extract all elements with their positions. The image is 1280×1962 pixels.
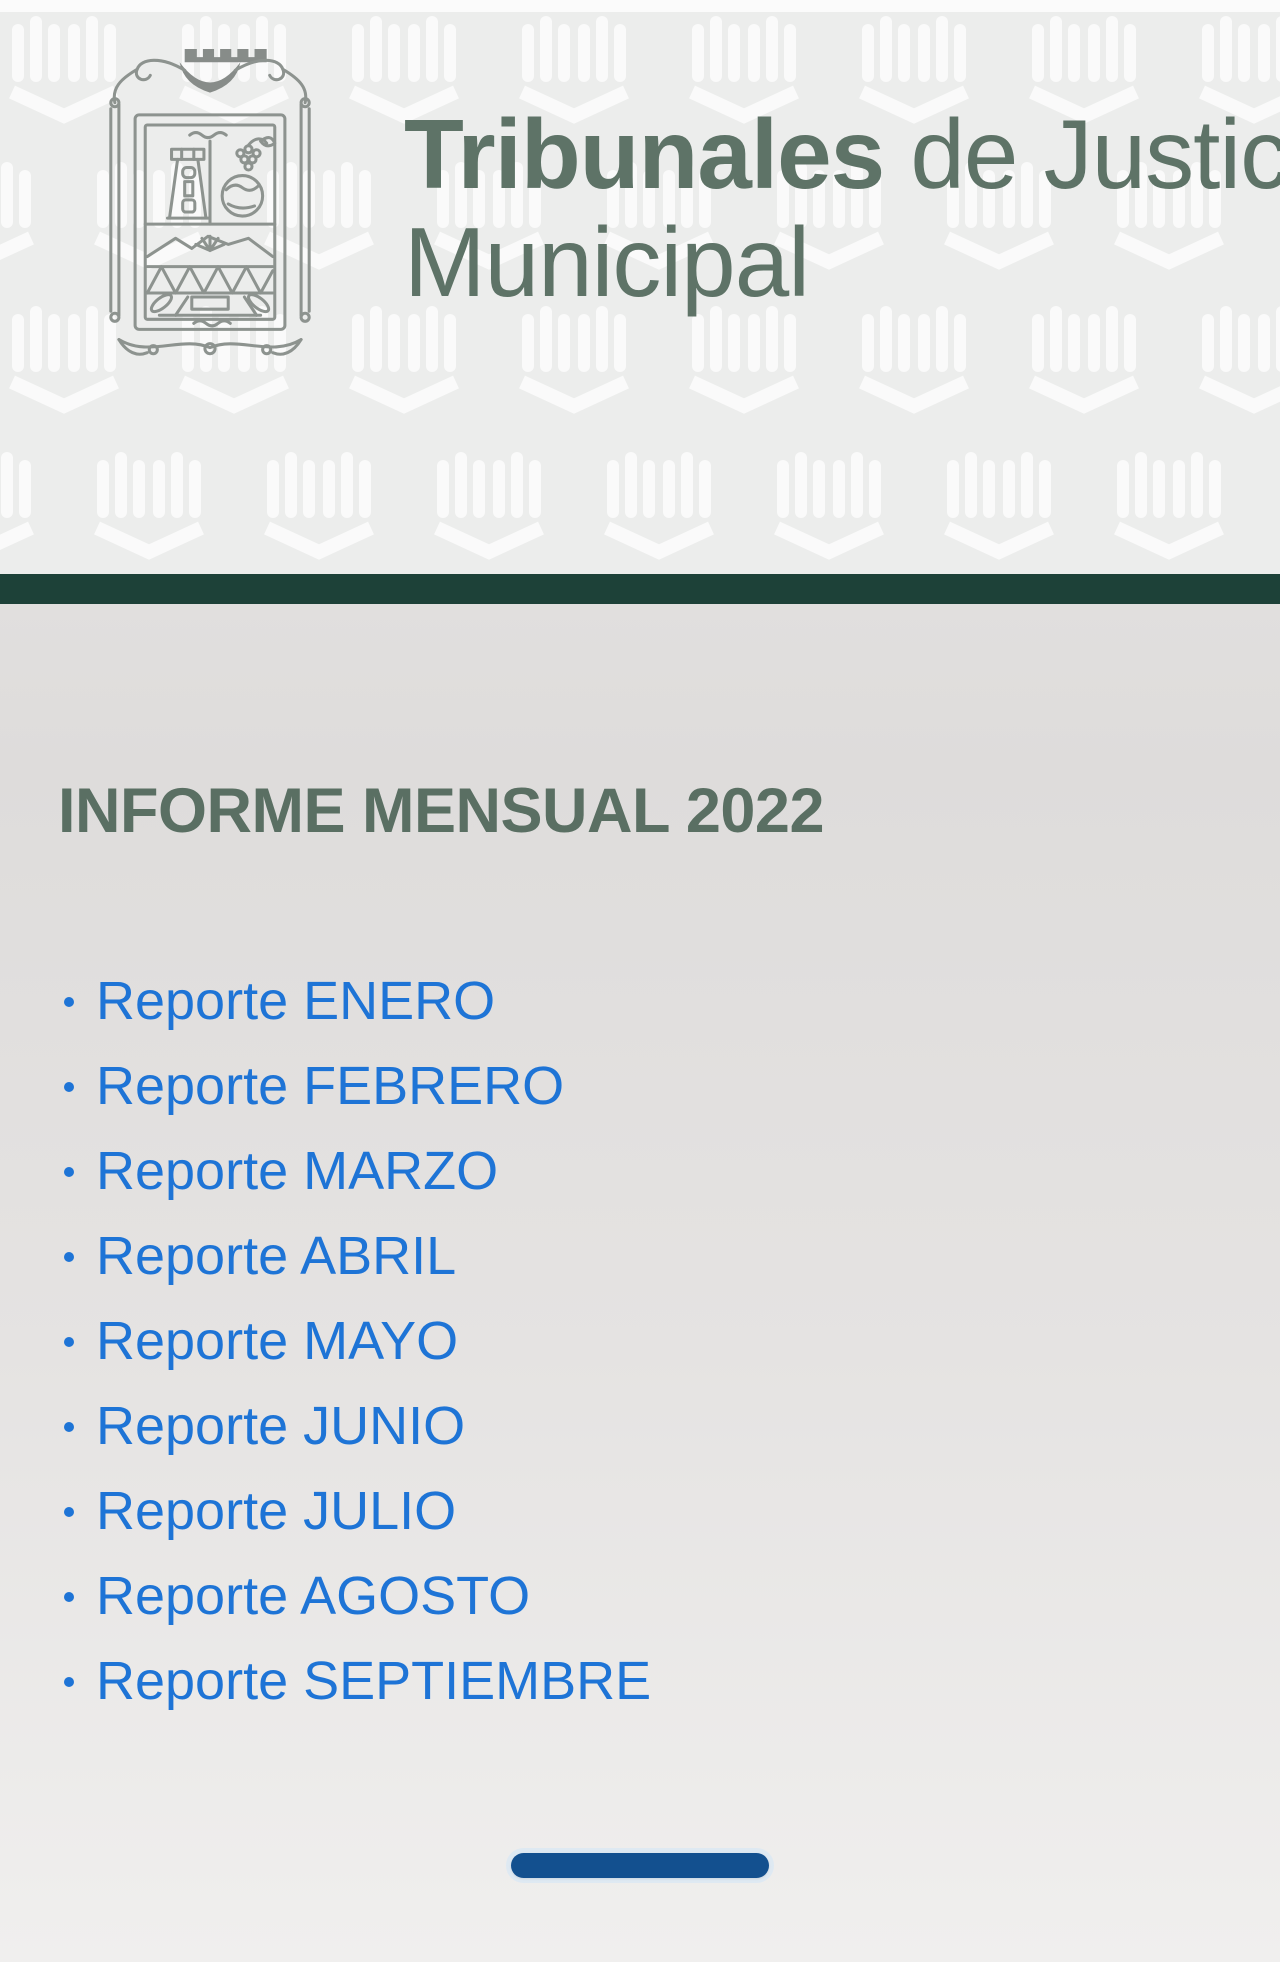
report-link-abril[interactable]: Reporte ABRIL (96, 1225, 457, 1286)
list-item: Reporte JUNIO (58, 1384, 1280, 1469)
report-link-febrero[interactable]: Reporte FEBRERO (96, 1055, 565, 1116)
list-item: Reporte SEPTIEMBRE (58, 1639, 1280, 1724)
report-link-julio[interactable]: Reporte JULIO (96, 1480, 457, 1541)
report-link-junio[interactable]: Reporte JUNIO (96, 1395, 466, 1456)
page-title: INFORME MENSUAL 2022 (58, 776, 825, 846)
green-divider-bar (0, 574, 1280, 604)
report-link-enero[interactable]: Reporte ENERO (96, 970, 496, 1031)
brand-title-line2: Municipal (404, 207, 810, 317)
list-item: Reporte MARZO (58, 1129, 1280, 1214)
brand-title-bold: Tribunales (404, 99, 885, 209)
bullet-icon (64, 1336, 74, 1347)
bullet-icon (64, 1166, 74, 1177)
report-link-mayo[interactable]: Reporte MAYO (96, 1310, 459, 1371)
bullet-icon (64, 1676, 74, 1687)
list-item: Reporte AGOSTO (58, 1554, 1280, 1639)
bullet-icon (64, 1421, 74, 1432)
brand-title-rest: de Justicia (910, 99, 1280, 209)
coat-of-arms-logo (109, 49, 311, 356)
report-list: Reporte ENERO Reporte FEBRERO Reporte MA… (58, 959, 1280, 1724)
top-strip (0, 0, 1280, 12)
header: Tribunales de Justicia Municipal (0, 0, 1280, 574)
brand-title: Tribunales de Justicia Municipal (404, 100, 1280, 316)
report-link-agosto[interactable]: Reporte AGOSTO (96, 1565, 531, 1626)
watermark-pattern-background (0, 0, 1280, 574)
report-link-septiembre[interactable]: Reporte SEPTIEMBRE (96, 1650, 652, 1711)
list-item: Reporte MAYO (58, 1299, 1280, 1384)
bullet-icon (64, 1506, 74, 1517)
bullet-icon (64, 1081, 74, 1092)
report-link-marzo[interactable]: Reporte MARZO (96, 1140, 499, 1201)
brand-title-line1: Tribunales de Justicia (404, 100, 1280, 208)
list-item: Reporte JULIO (58, 1469, 1280, 1554)
bullet-icon (64, 1591, 74, 1602)
bottom-scroll-handle[interactable] (511, 1853, 769, 1878)
list-item: Reporte FEBRERO (58, 1044, 1280, 1129)
list-item: Reporte ABRIL (58, 1214, 1280, 1299)
bullet-icon (64, 1251, 74, 1262)
main-content: INFORME MENSUAL 2022 Reporte ENERO Repor… (0, 604, 1280, 1962)
bullet-icon (64, 996, 74, 1007)
list-item: Reporte ENERO (58, 959, 1280, 1044)
